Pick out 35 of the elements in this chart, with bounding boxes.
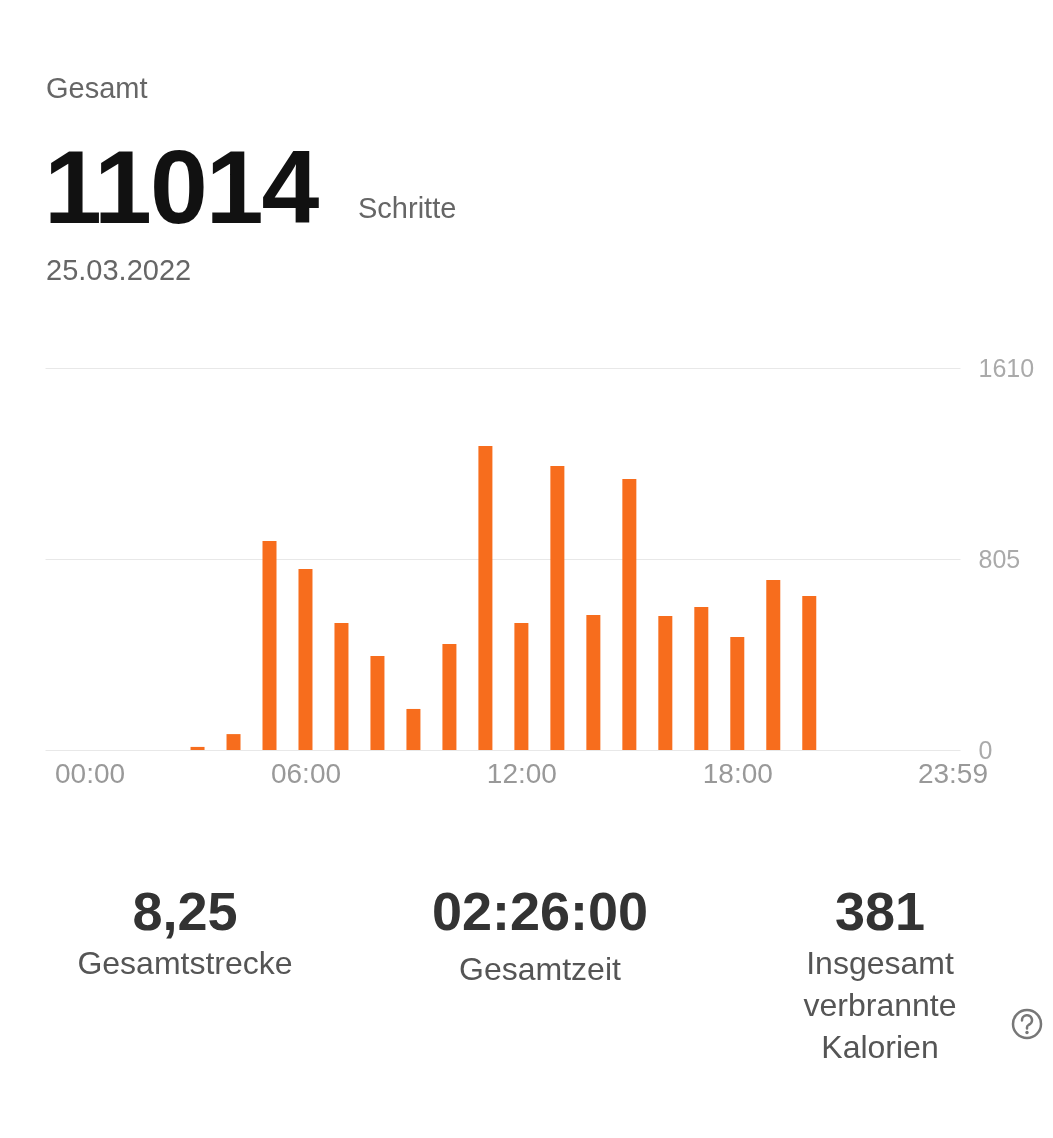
text: 381: [833, 880, 927, 942]
y-tick-label: 805: [978, 544, 1021, 573]
bar: [334, 623, 349, 750]
bar: [370, 656, 385, 750]
bar: [622, 479, 637, 750]
text: Schritte: [358, 192, 457, 225]
bar: [586, 615, 601, 750]
text: Gesamtstrecke: [76, 944, 294, 983]
x-tick-label: 18:00: [702, 757, 773, 789]
bar: [226, 734, 241, 750]
bar: [550, 465, 565, 750]
x-tick-label: 12:00: [486, 757, 557, 789]
text: 11014: [44, 128, 318, 247]
bar: [802, 596, 817, 750]
bar: [514, 623, 529, 750]
bar: [766, 579, 781, 750]
x-tick-label: 00:00: [55, 757, 126, 789]
bar: [406, 708, 421, 750]
bar: [442, 643, 457, 750]
chart-title: Gesamt: [46, 72, 148, 105]
text: Gesamtzeit: [458, 950, 622, 989]
bar: [190, 746, 205, 750]
bar: [478, 446, 493, 750]
bar: [694, 606, 709, 750]
bar: [262, 540, 277, 750]
text: Insgesamt verbrannte Kalorien: [802, 944, 958, 1067]
bar: [730, 637, 745, 750]
bar: [658, 615, 673, 750]
text: 8,25: [131, 880, 239, 942]
bar: [298, 568, 313, 750]
x-tick-label: 06:00: [270, 757, 342, 789]
text: 02:26:00: [430, 880, 650, 942]
y-tick-label: 1610: [978, 353, 1035, 382]
text: 25.03.2022: [46, 254, 192, 287]
y-tick-label: 0: [978, 735, 993, 764]
